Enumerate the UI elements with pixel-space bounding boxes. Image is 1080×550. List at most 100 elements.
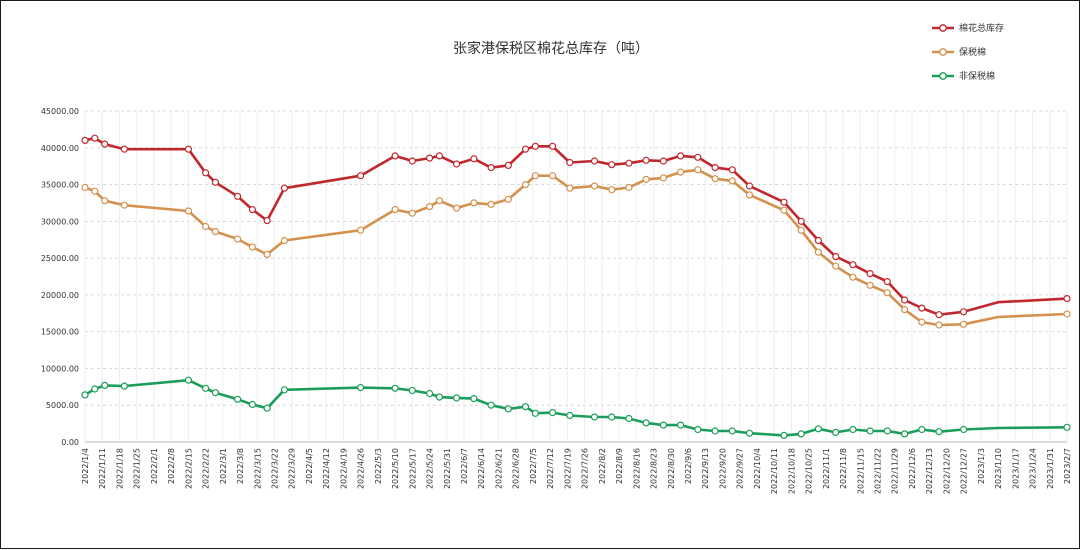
data-point xyxy=(202,222,210,231)
data-point xyxy=(883,289,891,297)
data-point xyxy=(101,381,109,389)
data-point xyxy=(608,161,616,169)
x-tick-label: 2022/9/20 xyxy=(718,448,727,489)
x-tick-label: 2022/11/8 xyxy=(839,448,848,489)
data-point xyxy=(711,175,719,183)
data-point xyxy=(504,405,512,413)
data-point xyxy=(531,409,540,417)
x-tick-label: 2022/3/29 xyxy=(288,448,297,489)
x-tick-label: 2022/7/19 xyxy=(563,448,572,489)
data-point xyxy=(566,184,574,192)
data-point xyxy=(408,157,416,165)
data-point xyxy=(797,430,805,438)
x-tick-label: 2022/3/1 xyxy=(219,448,228,484)
data-point xyxy=(642,175,650,183)
x-tick-label: 2022/6/14 xyxy=(477,448,486,489)
x-tick-label: 2022/8/2 xyxy=(598,448,607,484)
data-point xyxy=(531,172,540,180)
data-point xyxy=(711,164,719,172)
x-tick-label: 2022/2/22 xyxy=(202,448,211,489)
data-point xyxy=(728,427,736,435)
x-tick-label: 2022/2/1 xyxy=(150,448,159,484)
data-point xyxy=(659,157,668,165)
data-point xyxy=(625,159,633,167)
data-point xyxy=(849,425,857,434)
y-tick-label: 25000.00 xyxy=(41,254,79,263)
data-point xyxy=(659,421,668,429)
data-point xyxy=(531,142,540,150)
data-point xyxy=(676,152,685,160)
x-tick-label: 2022/6/28 xyxy=(512,448,521,489)
data-point xyxy=(918,318,926,326)
legend-swatch-marker xyxy=(939,72,947,80)
data-point xyxy=(883,278,891,286)
data-point xyxy=(91,134,99,142)
data-point xyxy=(866,281,874,289)
data-point xyxy=(470,199,478,207)
data-point xyxy=(814,425,823,433)
data-point xyxy=(91,385,99,393)
data-point xyxy=(900,430,909,438)
legend-swatch-marker xyxy=(939,48,947,56)
data-point xyxy=(234,192,242,200)
x-tick-label: 2022/11/15 xyxy=(856,448,865,494)
data-point xyxy=(814,248,823,256)
data-point xyxy=(935,321,943,329)
data-point xyxy=(745,182,754,190)
data-point xyxy=(408,386,416,395)
legend-label: 棉花总库存 xyxy=(959,22,1004,34)
series-1 xyxy=(81,134,1071,319)
data-point xyxy=(694,153,702,161)
data-point xyxy=(248,400,256,409)
x-tick-label: 2022/10/18 xyxy=(787,448,796,494)
data-point xyxy=(625,414,633,423)
x-tick-label: 2022/3/8 xyxy=(236,448,245,484)
data-point xyxy=(263,250,271,258)
data-point xyxy=(866,427,874,435)
x-tick-label: 2022/4/5 xyxy=(305,448,314,484)
x-tick-label: 2022/10/4 xyxy=(753,448,762,489)
x-tick-label: 2022/12/27 xyxy=(960,448,969,494)
chart-title: 张家港保税区棉花总库存（吨） xyxy=(453,40,649,57)
y-axis: 0.00 5000.00 10000.00 15000.00 20000.00 25000… xyxy=(41,107,79,447)
data-point xyxy=(918,304,926,312)
data-point xyxy=(521,181,530,189)
x-tick-label: 2022/5/31 xyxy=(443,448,452,489)
data-point xyxy=(453,204,461,212)
x-tick-label: 2022/5/3 xyxy=(374,448,383,484)
data-point xyxy=(426,389,434,398)
data-point xyxy=(590,413,599,421)
data-point xyxy=(487,200,495,208)
data-point xyxy=(234,395,242,403)
data-point xyxy=(470,395,478,403)
data-point xyxy=(263,404,271,412)
x-tick-label: 2022/12/20 xyxy=(942,448,951,494)
data-point xyxy=(435,393,443,401)
x-tick-label: 2023/2/7 xyxy=(1063,448,1072,484)
y-tick-label: 20000.00 xyxy=(41,291,79,300)
data-point xyxy=(391,206,399,214)
data-point xyxy=(1063,310,1071,318)
data-point xyxy=(435,152,443,160)
data-point xyxy=(959,308,968,316)
data-point xyxy=(900,296,909,304)
data-point xyxy=(470,155,478,163)
data-point xyxy=(248,243,256,251)
x-tick-label: 2022/2/15 xyxy=(184,448,193,489)
data-point xyxy=(590,182,599,190)
data-point xyxy=(234,235,242,243)
data-point xyxy=(797,226,805,234)
series-line xyxy=(84,136,1068,317)
data-point xyxy=(548,409,557,417)
data-point xyxy=(745,191,754,199)
data-point xyxy=(280,386,288,394)
data-point xyxy=(81,136,89,144)
data-point xyxy=(883,427,891,435)
x-tick-label: 2022/1/4 xyxy=(81,448,90,484)
data-point xyxy=(608,413,616,421)
y-tick-label: 30000.00 xyxy=(41,217,79,226)
data-point xyxy=(453,394,461,402)
data-point xyxy=(548,142,557,150)
